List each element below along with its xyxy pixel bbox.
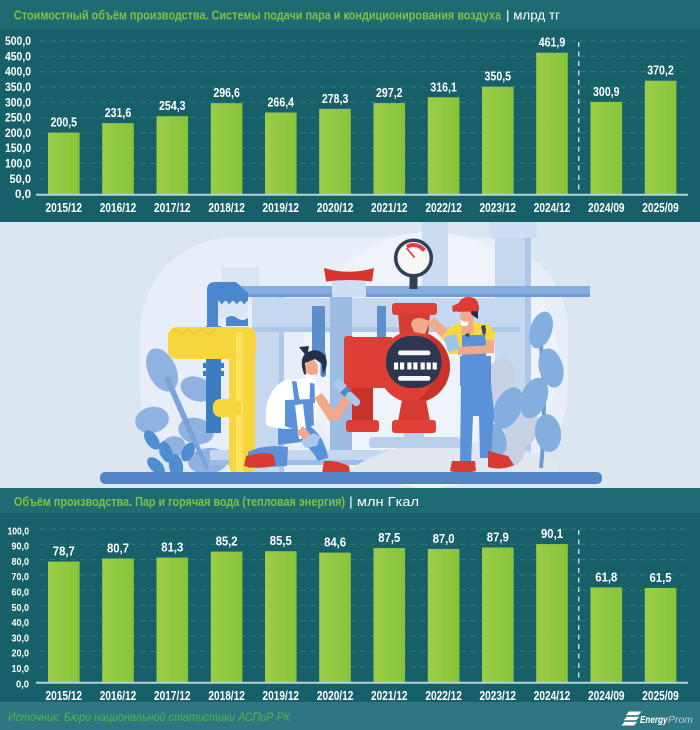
svg-text:0,0: 0,0 — [16, 678, 29, 690]
svg-text:2024/12: 2024/12 — [534, 689, 571, 703]
svg-text:2023/12: 2023/12 — [480, 689, 517, 703]
svg-text:2023/12: 2023/12 — [480, 201, 517, 215]
svg-text:450,0: 450,0 — [5, 51, 31, 63]
svg-text:85,2: 85,2 — [216, 535, 238, 549]
svg-text:70,0: 70,0 — [12, 571, 30, 583]
svg-text:61,8: 61,8 — [595, 570, 617, 584]
svg-text:2025/09: 2025/09 — [642, 201, 679, 215]
svg-text:100,0: 100,0 — [8, 525, 30, 537]
svg-text:87,0: 87,0 — [433, 532, 455, 546]
svg-text:2015/12: 2015/12 — [46, 689, 83, 703]
svg-text:2024/12: 2024/12 — [534, 201, 571, 215]
svg-text:2020/12: 2020/12 — [317, 689, 354, 703]
svg-text:87,5: 87,5 — [378, 531, 400, 545]
svg-text:2016/12: 2016/12 — [100, 689, 137, 703]
svg-text:84,6: 84,6 — [324, 536, 346, 550]
svg-text:87,9: 87,9 — [487, 531, 509, 545]
svg-text:300,0: 300,0 — [5, 97, 31, 109]
svg-text:Energy: Energy — [640, 714, 668, 726]
svg-text:2020/12: 2020/12 — [317, 201, 354, 215]
svg-text:266,4: 266,4 — [268, 96, 295, 110]
svg-text:2015/12: 2015/12 — [46, 201, 83, 215]
svg-text:461,9: 461,9 — [539, 36, 566, 50]
svg-text:300,9: 300,9 — [593, 85, 620, 99]
svg-text:40,0: 40,0 — [12, 617, 30, 629]
svg-text:61,5: 61,5 — [650, 571, 672, 585]
svg-text:10,0: 10,0 — [12, 663, 30, 675]
svg-text:150,0: 150,0 — [5, 143, 31, 155]
svg-text:2025/09: 2025/09 — [642, 689, 679, 703]
svg-text:2022/12: 2022/12 — [425, 201, 462, 215]
svg-text:2024/09: 2024/09 — [588, 201, 625, 215]
svg-text:500,0: 500,0 — [5, 36, 31, 48]
svg-text:2019/12: 2019/12 — [263, 689, 300, 703]
svg-text:Источник: Бюро национальной ст: Источник: Бюро национальной статистики А… — [8, 712, 291, 724]
svg-text:90,1: 90,1 — [541, 527, 563, 541]
svg-text:80,0: 80,0 — [12, 556, 30, 568]
svg-text:2021/12: 2021/12 — [371, 201, 408, 215]
svg-text:50,0: 50,0 — [10, 174, 32, 186]
svg-text:231,6: 231,6 — [105, 106, 132, 120]
svg-text:278,3: 278,3 — [322, 92, 349, 106]
svg-text:2018/12: 2018/12 — [208, 689, 245, 703]
svg-text:Стоимостный объём производства: Стоимостный объём производства. Системы … — [14, 9, 502, 23]
svg-text:297,2: 297,2 — [376, 86, 403, 100]
svg-text:100,0: 100,0 — [5, 159, 31, 171]
svg-text:0,0: 0,0 — [15, 189, 31, 201]
svg-text:85,5: 85,5 — [270, 534, 292, 548]
svg-text:350,0: 350,0 — [5, 82, 31, 94]
svg-text:2017/12: 2017/12 — [154, 689, 191, 703]
svg-text:200,5: 200,5 — [51, 116, 78, 130]
svg-text:2018/12: 2018/12 — [208, 201, 245, 215]
svg-text:2022/12: 2022/12 — [425, 689, 462, 703]
svg-text:Prom: Prom — [668, 714, 693, 726]
svg-text:250,0: 250,0 — [5, 113, 31, 125]
svg-text:400,0: 400,0 — [5, 67, 31, 79]
svg-text:2019/12: 2019/12 — [263, 201, 300, 215]
svg-text:78,7: 78,7 — [53, 545, 75, 559]
svg-text:2017/12: 2017/12 — [154, 201, 191, 215]
svg-text:20,0: 20,0 — [12, 648, 30, 660]
svg-text:81,3: 81,3 — [161, 541, 183, 555]
svg-text:370,2: 370,2 — [647, 64, 674, 78]
svg-text:30,0: 30,0 — [12, 632, 30, 644]
svg-text:50,0: 50,0 — [12, 602, 30, 614]
svg-text:296,6: 296,6 — [213, 86, 240, 100]
svg-text:90,0: 90,0 — [12, 541, 30, 553]
svg-text:2024/09: 2024/09 — [588, 689, 625, 703]
svg-text:Объём производства. Пар и горя: Объём производства. Пар и горячая вода (… — [14, 495, 345, 509]
svg-text:| млн Гкал: | млн Гкал — [349, 495, 419, 509]
svg-text:200,0: 200,0 — [5, 128, 31, 140]
svg-text:| млрд тг: | млрд тг — [506, 9, 560, 23]
svg-text:350,5: 350,5 — [485, 70, 512, 84]
svg-text:316,1: 316,1 — [430, 80, 457, 94]
svg-text:80,7: 80,7 — [107, 542, 129, 556]
svg-text:2021/12: 2021/12 — [371, 689, 408, 703]
svg-text:2016/12: 2016/12 — [100, 201, 137, 215]
svg-text:60,0: 60,0 — [12, 587, 30, 599]
svg-text:254,3: 254,3 — [159, 99, 186, 113]
